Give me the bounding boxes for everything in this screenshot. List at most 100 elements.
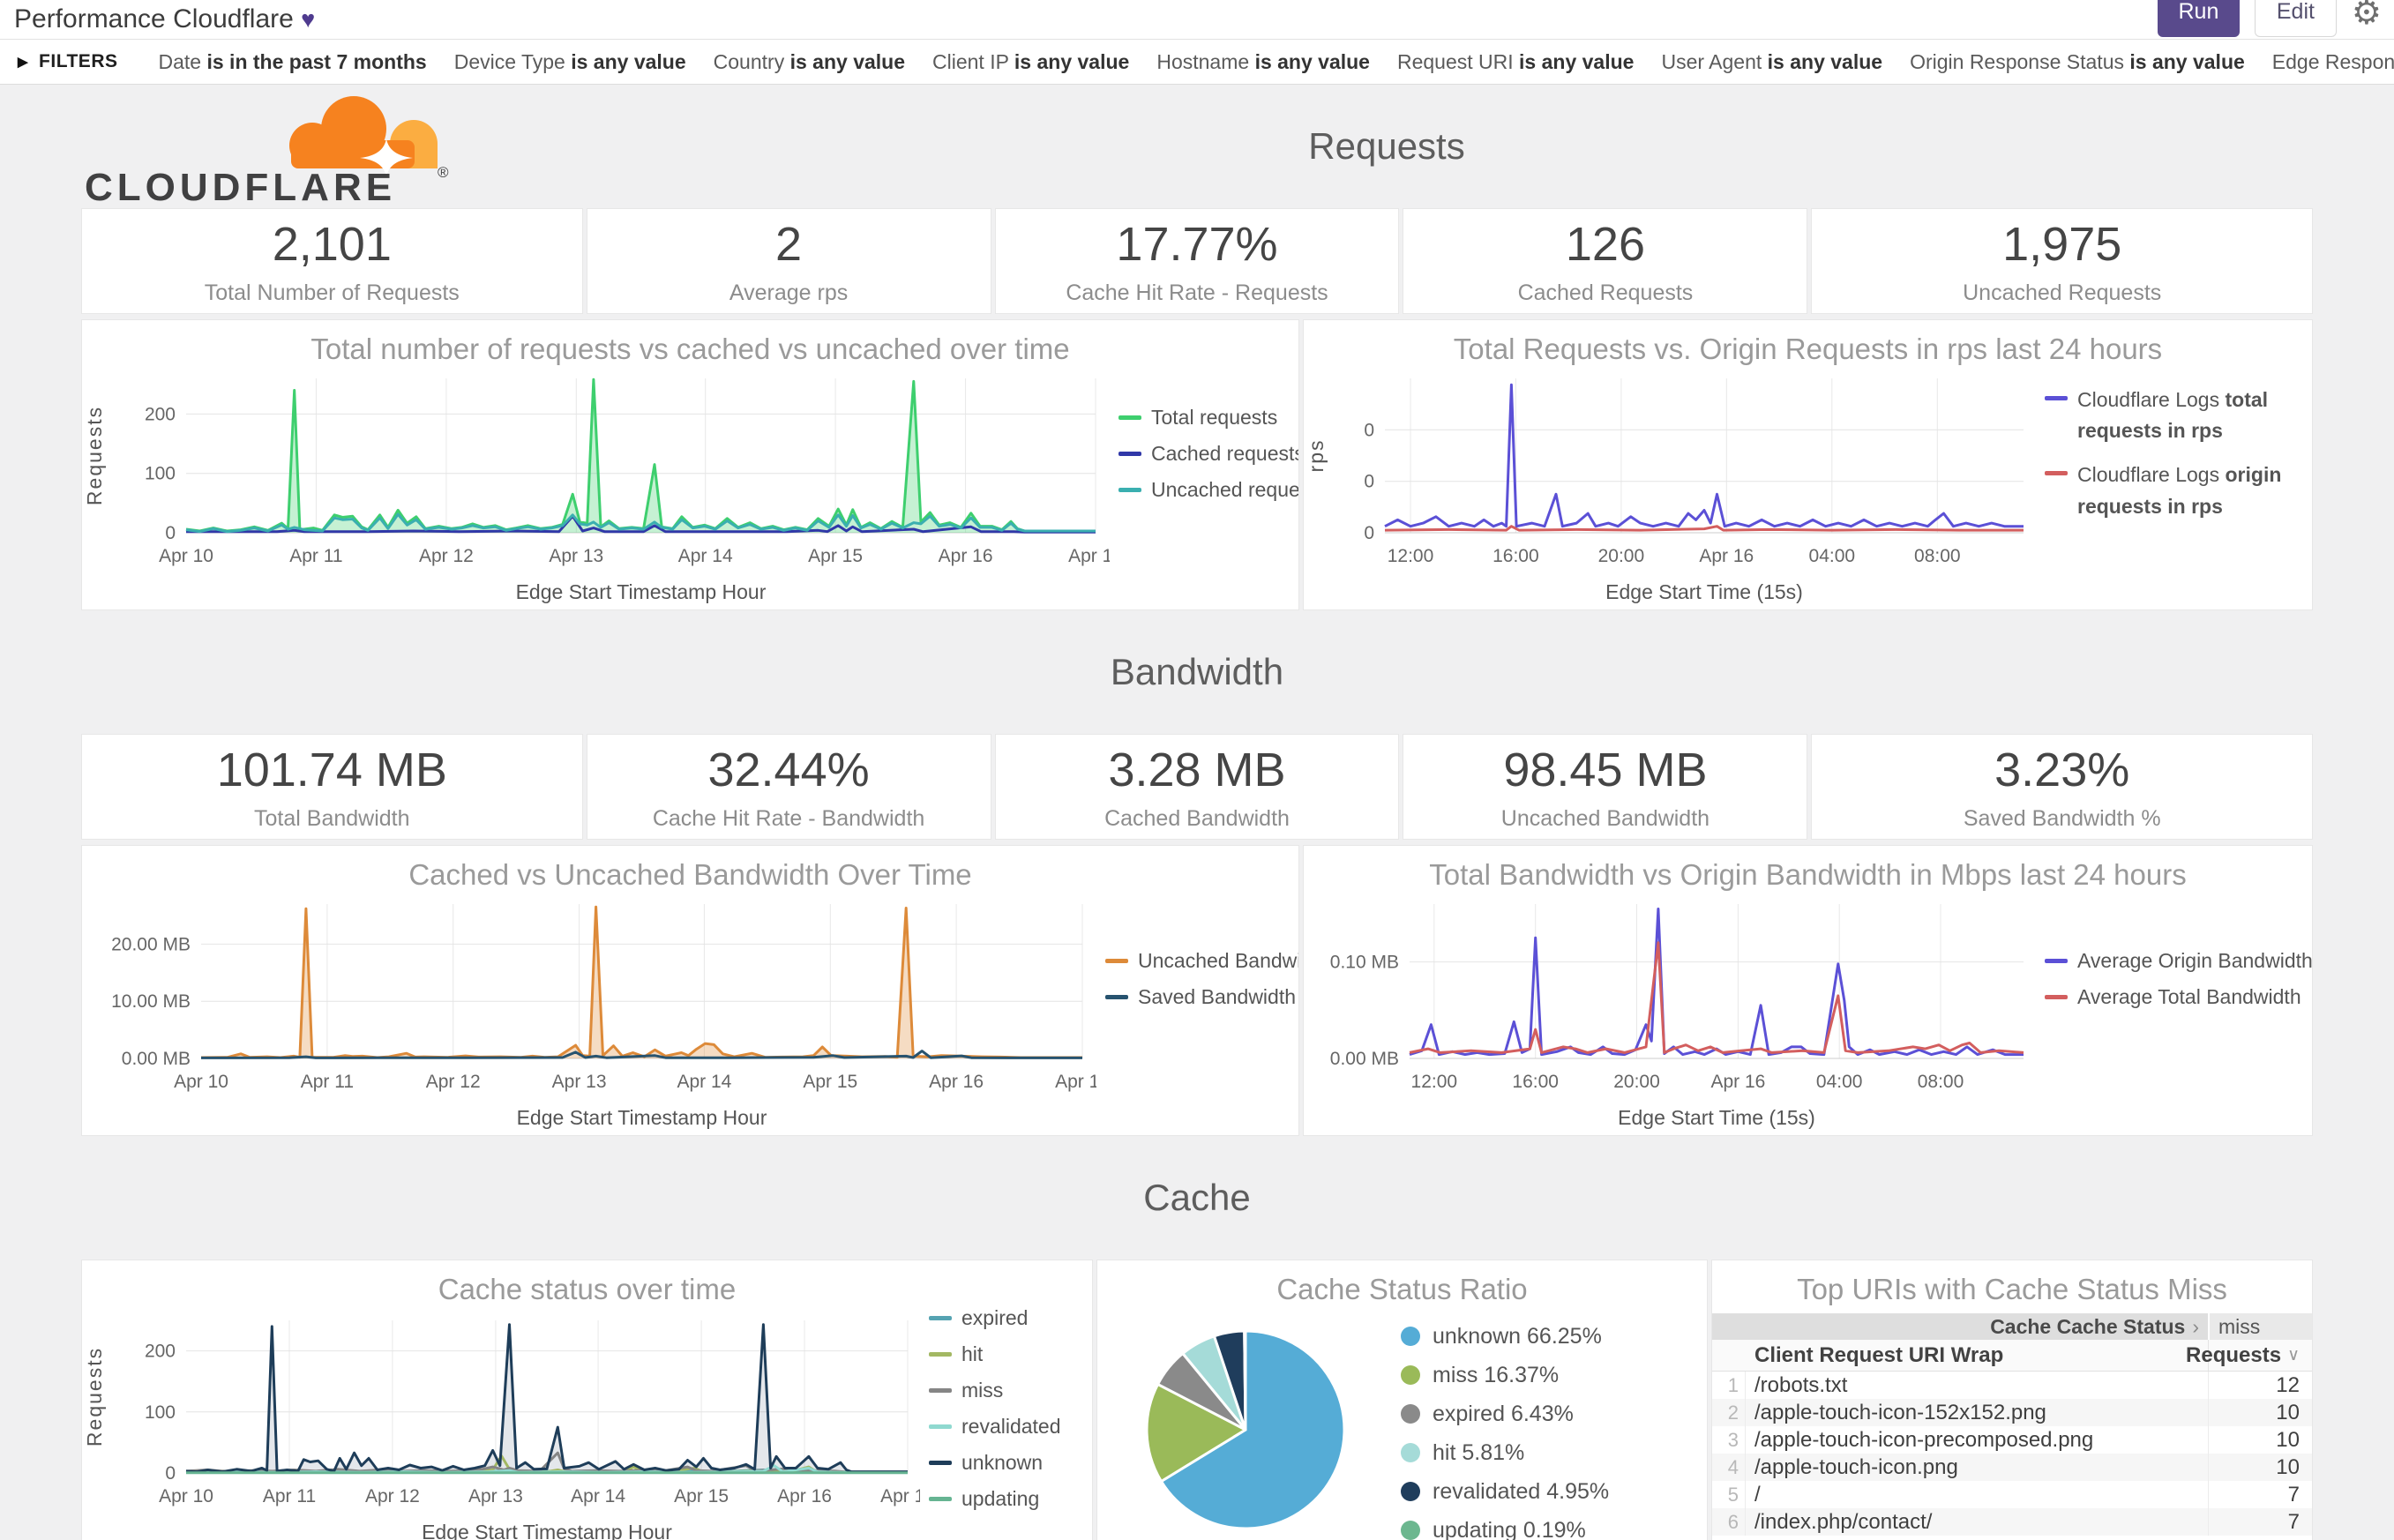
- table-row: 4/apple-touch-icon.png 10: [1712, 1454, 2312, 1481]
- svg-text:0.00 MB: 0.00 MB: [122, 1049, 191, 1069]
- chart-title: Total Requests vs. Origin Requests in rp…: [1453, 333, 2163, 365]
- legend-label: Uncached requests: [1151, 477, 1299, 501]
- svg-text:Edge Start Timestamp Hour: Edge Start Timestamp Hour: [422, 1521, 672, 1540]
- legend-item[interactable]: miss 16.37%: [1401, 1363, 1609, 1388]
- svg-text:Requests: Requests: [83, 1347, 106, 1447]
- filter-chip[interactable]: Request URI is any value: [1396, 49, 1635, 73]
- pie-tile-cache-status-ratio: Cache Status Ratio unknown 66.25% miss 16…: [1096, 1260, 1708, 1540]
- legend-item[interactable]: hit: [929, 1342, 1087, 1366]
- filter-chip[interactable]: Client IP is any value: [932, 49, 1130, 73]
- row-number: 1: [1712, 1372, 1746, 1399]
- legend-item[interactable]: Uncached Bandwidth: [1105, 949, 1298, 973]
- legend-item[interactable]: Cached requests: [1118, 442, 1298, 466]
- table-row: 1/robots.txt 12: [1712, 1372, 2312, 1399]
- svg-text:Apr 16: Apr 16: [777, 1486, 832, 1506]
- svg-text:Apr 14: Apr 14: [678, 546, 733, 566]
- legend-item[interactable]: updating: [929, 1487, 1087, 1511]
- requests-column-header[interactable]: Requests ∨: [2186, 1340, 2312, 1371]
- filter-chip[interactable]: Hostname is any value: [1156, 49, 1370, 73]
- legend-item[interactable]: expired 6.43%: [1401, 1402, 1609, 1427]
- pie-slice-updating[interactable]: [1243, 1329, 1247, 1432]
- filter-chip[interactable]: Origin Response Status is any value: [1910, 49, 2245, 73]
- kpi-value: 1,975: [2002, 217, 2122, 271]
- legend-label: Saved Bandwidth: [1138, 985, 1297, 1008]
- legend-label: Total requests: [1151, 405, 1278, 429]
- legend-item[interactable]: Average Origin Bandwidth: [2045, 949, 2312, 973]
- svg-text:Edge Start Timestamp Hour: Edge Start Timestamp Hour: [516, 580, 767, 603]
- legend-item[interactable]: revalidated 4.95%: [1401, 1479, 1609, 1505]
- svg-text:Apr 10: Apr 10: [174, 1072, 228, 1092]
- svg-text:Apr 13: Apr 13: [549, 546, 603, 566]
- legend-item[interactable]: expired: [929, 1306, 1087, 1330]
- uri-cell: /index.php/contact/: [1754, 1509, 1933, 1534]
- pie-slice-miss[interactable]: [1145, 1382, 1247, 1483]
- legend-item[interactable]: miss: [929, 1379, 1087, 1402]
- legend-swatch: [929, 1461, 952, 1465]
- kpi-label: Average rps: [729, 280, 849, 305]
- filters-toggle[interactable]: ▶ FILTERS: [18, 51, 118, 72]
- legend-item[interactable]: Total requests: [1118, 406, 1293, 430]
- legend-item[interactable]: Cloudflare Logs origin requests in rps: [2045, 460, 2307, 522]
- kpi-value: 98.45 MB: [1503, 743, 1708, 796]
- legend-swatch: [1401, 1327, 1420, 1346]
- edit-button[interactable]: Edit: [2254, 0, 2337, 37]
- dashboard-title: Performance Cloudflare ♥: [14, 4, 316, 34]
- legend-label: Cloudflare Logs origin requests in rps: [2077, 463, 2282, 518]
- legend-item[interactable]: revalidated: [929, 1415, 1087, 1439]
- filter-chip[interactable]: Device Type is any value: [453, 49, 686, 73]
- section-title-requests: Requests: [1308, 125, 1465, 167]
- svg-text:Apr 14: Apr 14: [677, 1072, 731, 1092]
- filter-chip[interactable]: Date is in the past 7 months: [158, 49, 427, 73]
- svg-text:Apr 10: Apr 10: [159, 546, 213, 566]
- table-row: 5 / 7: [1712, 1481, 2312, 1508]
- svg-text:Apr 16: Apr 16: [1699, 546, 1754, 566]
- legend-swatch: [2045, 995, 2068, 999]
- table-row: 6/index.php/contact/7: [1712, 1508, 2312, 1536]
- run-button[interactable]: Run: [2157, 0, 2240, 37]
- svg-text:0: 0: [165, 523, 176, 543]
- legend-item[interactable]: hit 5.81%: [1401, 1440, 1609, 1466]
- legend-item[interactable]: Uncached requests: [1118, 478, 1298, 502]
- legend-item[interactable]: unknown: [929, 1451, 1087, 1475]
- cloudflare-logo: CLOUDFLARE ®: [85, 95, 449, 206]
- svg-text:04:00: 04:00: [1816, 1072, 1863, 1092]
- filter-chip[interactable]: Edge Response Status is any value: [2271, 49, 2394, 73]
- legend-swatch: [1118, 451, 1141, 456]
- uri-column-header[interactable]: Client Request URI Wrap: [1754, 1342, 2004, 1367]
- row-number: 2: [1712, 1399, 1746, 1426]
- legend-item[interactable]: Average Total Bandwidth: [2045, 985, 2307, 1009]
- gear-icon[interactable]: ⚙: [2351, 0, 2382, 32]
- legend-label: revalidated 4.95%: [1433, 1478, 1610, 1504]
- svg-text:Apr 12: Apr 12: [419, 546, 474, 566]
- filter-chip[interactable]: Country is any value: [713, 49, 906, 73]
- filter-bar: ▶ FILTERS Date is in the past 7 months De…: [0, 40, 2394, 85]
- kpi-card: 3.23% Saved Bandwidth %: [1811, 734, 2313, 840]
- legend-item[interactable]: unknown 66.25%: [1401, 1324, 1609, 1349]
- legend-swatch: [1401, 1404, 1420, 1424]
- legend-label: hit 5.81%: [1433, 1439, 1525, 1465]
- svg-text:100: 100: [145, 464, 176, 484]
- legend-swatch: [2045, 959, 2068, 963]
- row-number: 4: [1712, 1454, 1746, 1481]
- chart-legend: expired hit miss revalidated unknown updating: [920, 1306, 1092, 1540]
- pivot-header[interactable]: Cache Cache Status ›: [1990, 1314, 2199, 1338]
- svg-text:Apr 11: Apr 11: [289, 546, 342, 566]
- heart-icon: ♥: [301, 6, 316, 33]
- cache-row: Cache status over time 0 100 200 Apr 10 Apr …: [81, 1260, 2313, 1540]
- pie-slice-unknown[interactable]: [1160, 1329, 1346, 1530]
- legend-item[interactable]: updating 0.19%: [1401, 1518, 1609, 1540]
- requests-header-row: CLOUDFLARE ® Requests: [81, 85, 2313, 208]
- filter-chip[interactable]: User Agent is any value: [1661, 49, 1883, 73]
- legend-item[interactable]: Cloudflare Logs total requests in rps: [2045, 385, 2307, 447]
- cache-status-pie-chart: [1145, 1329, 1346, 1530]
- kpi-label: Total Bandwidth: [254, 805, 410, 831]
- legend-item[interactable]: Saved Bandwidth: [1105, 985, 1297, 1009]
- dashboard-content: CLOUDFLARE ® Requests 2,101 Total Number …: [0, 85, 2394, 1540]
- legend-swatch: [929, 1352, 952, 1357]
- chart-title: Cache status over time: [438, 1273, 737, 1305]
- svg-text:200: 200: [145, 404, 176, 424]
- cache-header: Cache: [81, 1136, 2313, 1260]
- svg-text:Apr 17: Apr 17: [1068, 546, 1110, 566]
- kpi-card: 3.28 MB Cached Bandwidth: [994, 734, 1400, 840]
- kpi-card: 32.44% Cache Hit Rate - Bandwidth: [586, 734, 991, 840]
